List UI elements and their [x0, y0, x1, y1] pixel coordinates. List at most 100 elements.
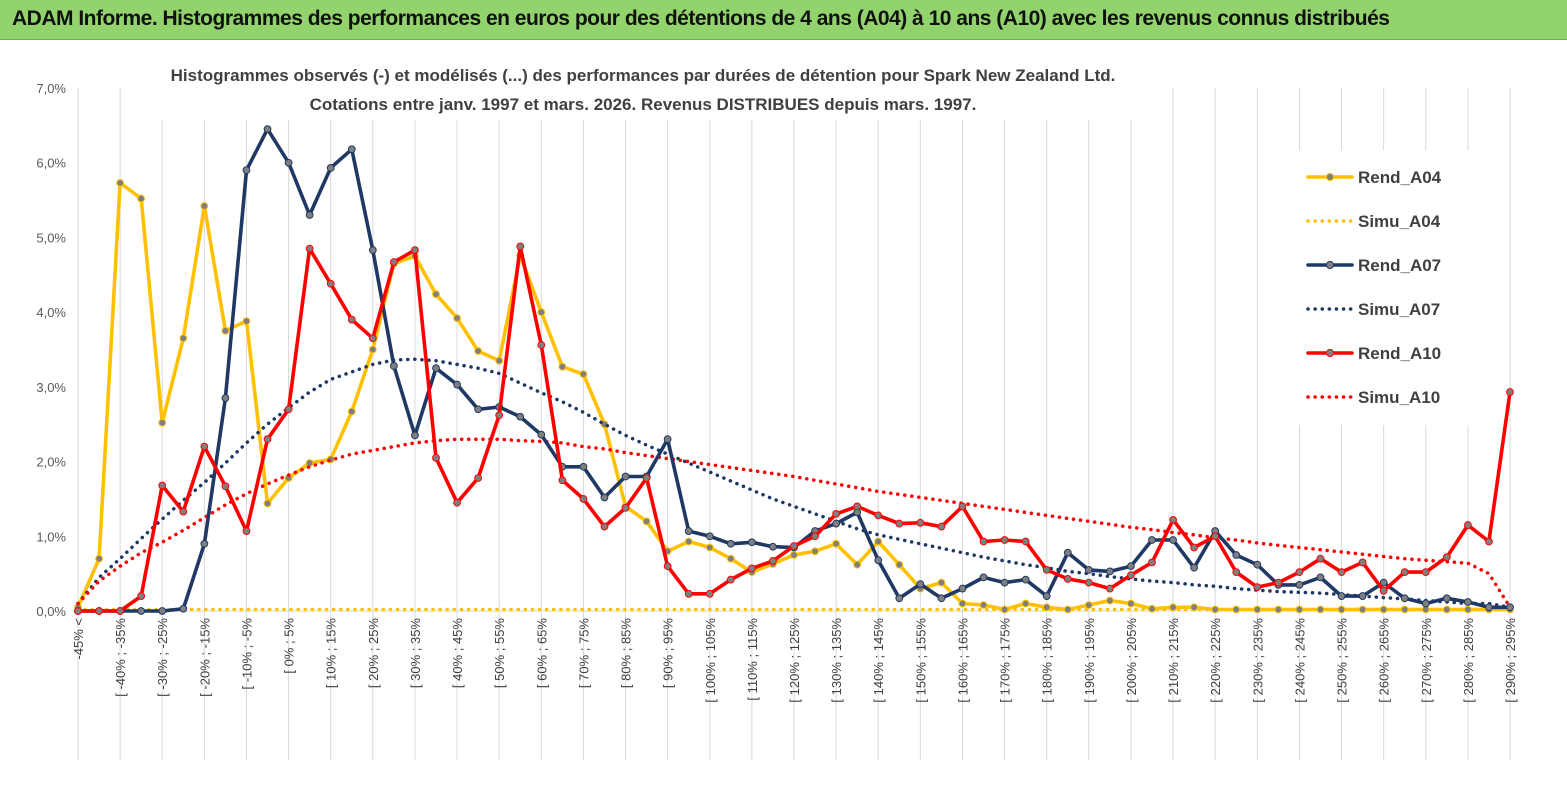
x-tick-label: [ 180% ; 185%: [1040, 618, 1055, 703]
axis-layer: 0,0% 1,0% 2,0% 3,0% 4,0% 5,0% 6,0% 7,0% -45% < [ …: [36, 81, 1518, 703]
data-point: [1316, 573, 1325, 582]
data-point: [242, 527, 251, 535]
x-tick-label: [ -30% ; -25%: [155, 618, 170, 697]
data-point: [1063, 548, 1072, 557]
data-point: [326, 164, 335, 172]
data-point: [916, 580, 925, 589]
data-point: [1400, 568, 1409, 577]
data-point: [979, 537, 988, 546]
chart-title-layer: Histogrammes observés (-) et modélisés (…: [150, 58, 1135, 120]
x-tick-label: [ 230% ; 235%: [1250, 618, 1265, 703]
y-tick-label: 4,0%: [36, 305, 66, 320]
x-tick-label: -45% <: [71, 618, 86, 660]
data-point: [305, 244, 314, 253]
data-point: [1127, 571, 1135, 580]
data-point: [389, 258, 398, 266]
x-tick-label: [ 270% ; 275%: [1419, 618, 1434, 703]
data-point: [1000, 536, 1009, 544]
data-point: [1358, 558, 1367, 567]
data-point: [1042, 603, 1051, 612]
data-point: [1337, 605, 1346, 614]
data-point: [1169, 536, 1177, 544]
data-point: [1169, 603, 1177, 612]
data-point: [1421, 568, 1430, 577]
data-point: [726, 539, 735, 548]
report-title: ADAM Informe. Histogrammes des performan…: [12, 7, 1390, 30]
data-point: [579, 462, 588, 471]
x-tick-label: [ 150% ; 155%: [913, 618, 928, 703]
data-point: [347, 407, 356, 416]
data-point: [726, 575, 735, 584]
data-point: [368, 246, 377, 255]
data-point: [1021, 575, 1030, 584]
data-point: [1316, 605, 1325, 614]
x-tick-label: [ -40% ; -35%: [113, 618, 128, 697]
data-point: [1253, 583, 1262, 591]
data-point: [937, 594, 946, 603]
data-point: [832, 509, 841, 518]
data-point: [1379, 578, 1388, 587]
data-point: [1063, 605, 1072, 614]
data-point: [1190, 543, 1199, 552]
x-tick-label: [ 90% ; 95%: [661, 618, 676, 689]
data-point: [158, 481, 167, 490]
data-point: [726, 554, 735, 563]
data-point: [453, 314, 461, 323]
data-point: [242, 317, 251, 326]
data-point: [1506, 388, 1514, 396]
data-point: [1084, 601, 1093, 609]
x-tick-label: [ 250% ; 255%: [1335, 618, 1350, 703]
data-point: [747, 538, 756, 547]
data-point: [221, 482, 230, 491]
data-point: [1084, 578, 1093, 587]
x-tick-label: [ 10% ; 15%: [324, 618, 339, 689]
data-point: [579, 495, 588, 503]
x-tick-label: [ 220% ; 225%: [1208, 618, 1223, 703]
data-point: [1232, 605, 1241, 614]
legend-marker: [1325, 348, 1335, 358]
y-tick-label: 1,0%: [36, 529, 66, 544]
x-tick-label: [ -10% ; -5%: [239, 618, 254, 690]
data-point: [1042, 592, 1051, 600]
data-point: [537, 430, 546, 439]
y-tick-label: 2,0%: [36, 455, 66, 470]
data-point: [1084, 566, 1093, 574]
data-point: [979, 573, 988, 582]
legend-marker: [1325, 260, 1335, 270]
data-point: [832, 519, 841, 528]
y-tick-label: 0,0%: [36, 604, 66, 619]
data-point: [790, 551, 798, 559]
legend-label: Rend_A04: [1358, 168, 1442, 187]
data-point: [432, 453, 440, 462]
data-point: [200, 539, 209, 548]
data-point: [769, 557, 777, 565]
chart-title-line2: Cotations entre janv. 1997 et mars. 2026…: [310, 95, 977, 114]
data-point: [1295, 568, 1304, 577]
data-point: [663, 435, 672, 444]
x-tick-label: [ -20% ; -15%: [197, 618, 212, 697]
data-point: [1148, 536, 1156, 544]
data-point: [1379, 586, 1388, 595]
data-point: [1232, 551, 1241, 559]
data-point: [1148, 558, 1156, 567]
data-point: [958, 584, 967, 593]
data-point: [221, 394, 230, 402]
x-tick-label: [ 130% ; 135%: [829, 618, 844, 703]
y-tick-label: 5,0%: [36, 230, 66, 245]
x-tick-label: [ 140% ; 145%: [871, 618, 886, 703]
series-line-simu-a07: [76, 357, 1512, 610]
data-point: [895, 560, 904, 569]
report-banner: ADAM Informe. Histogrammes des performan…: [0, 0, 1567, 40]
data-point: [1295, 580, 1304, 589]
data-point: [474, 474, 483, 482]
data-point: [600, 522, 609, 531]
series-layer: [74, 125, 1514, 615]
data-point: [874, 511, 883, 520]
data-point: [811, 547, 819, 556]
data-point: [1485, 537, 1493, 546]
x-tick-label: [ 30% ; 35%: [408, 618, 423, 689]
data-point: [663, 562, 672, 571]
data-point: [179, 604, 188, 613]
x-tick-label: [ 60% ; 65%: [534, 618, 549, 689]
data-point: [1295, 605, 1304, 614]
